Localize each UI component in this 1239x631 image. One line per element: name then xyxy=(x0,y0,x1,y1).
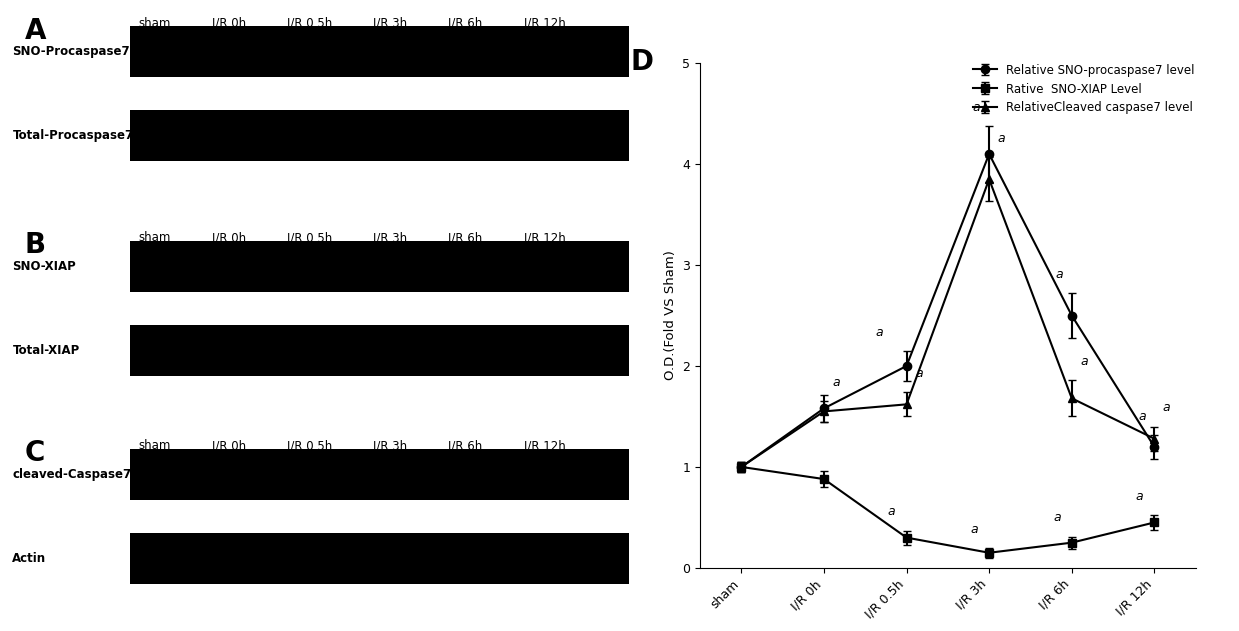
Text: I/R 12h: I/R 12h xyxy=(524,439,566,452)
Text: I/R 12h: I/R 12h xyxy=(524,16,566,30)
Text: D: D xyxy=(631,48,654,76)
Text: sham: sham xyxy=(139,439,171,452)
Text: I/R 3h: I/R 3h xyxy=(373,16,408,30)
Text: a: a xyxy=(1053,512,1061,524)
Text: a: a xyxy=(1136,490,1144,504)
Bar xyxy=(130,449,628,500)
Bar xyxy=(130,325,628,376)
Text: a: a xyxy=(888,505,896,519)
Text: I/R 0.5h: I/R 0.5h xyxy=(287,231,332,244)
Text: SNO-Procaspase7: SNO-Procaspase7 xyxy=(12,45,130,58)
Text: Total-XIAP: Total-XIAP xyxy=(12,344,79,357)
Text: a: a xyxy=(973,100,980,114)
Text: cleaved-Caspase7: cleaved-Caspase7 xyxy=(12,468,131,481)
Text: Actin: Actin xyxy=(12,552,47,565)
Text: I/R 0h: I/R 0h xyxy=(212,439,247,452)
Text: a: a xyxy=(1080,355,1088,368)
Text: C: C xyxy=(25,439,45,468)
Text: sham: sham xyxy=(139,16,171,30)
Text: I/R 12h: I/R 12h xyxy=(524,231,566,244)
Text: Total-Procaspase7: Total-Procaspase7 xyxy=(12,129,134,143)
Text: I/R 6h: I/R 6h xyxy=(447,439,482,452)
Text: I/R 3h: I/R 3h xyxy=(373,231,408,244)
Text: I/R 6h: I/R 6h xyxy=(447,231,482,244)
Text: I/R 0h: I/R 0h xyxy=(212,16,247,30)
Legend: Relative SNO-procaspase7 level, Rative  SNO-XIAP Level, RelativeCleaved caspase7: Relative SNO-procaspase7 level, Rative S… xyxy=(969,59,1199,119)
Y-axis label: O.D.(Fold VS Sham): O.D.(Fold VS Sham) xyxy=(664,251,676,380)
Text: a: a xyxy=(1163,401,1171,415)
Text: I/R 0.5h: I/R 0.5h xyxy=(287,16,332,30)
Text: a: a xyxy=(997,132,1005,145)
Text: I/R 3h: I/R 3h xyxy=(373,439,408,452)
Text: a: a xyxy=(916,367,923,380)
Text: I/R 0h: I/R 0h xyxy=(212,231,247,244)
Text: a: a xyxy=(833,376,840,389)
Text: a: a xyxy=(1056,268,1063,281)
Text: a: a xyxy=(1139,410,1146,423)
Text: B: B xyxy=(25,231,46,259)
Text: I/R 0.5h: I/R 0.5h xyxy=(287,439,332,452)
Text: SNO-XIAP: SNO-XIAP xyxy=(12,260,76,273)
Text: sham: sham xyxy=(139,231,171,244)
Bar xyxy=(130,27,628,77)
Bar xyxy=(130,110,628,162)
Text: a: a xyxy=(876,326,883,339)
Text: I/R 6h: I/R 6h xyxy=(447,16,482,30)
Bar xyxy=(130,241,628,292)
Text: a: a xyxy=(970,522,978,536)
Bar xyxy=(130,533,628,584)
Text: A: A xyxy=(25,16,46,45)
